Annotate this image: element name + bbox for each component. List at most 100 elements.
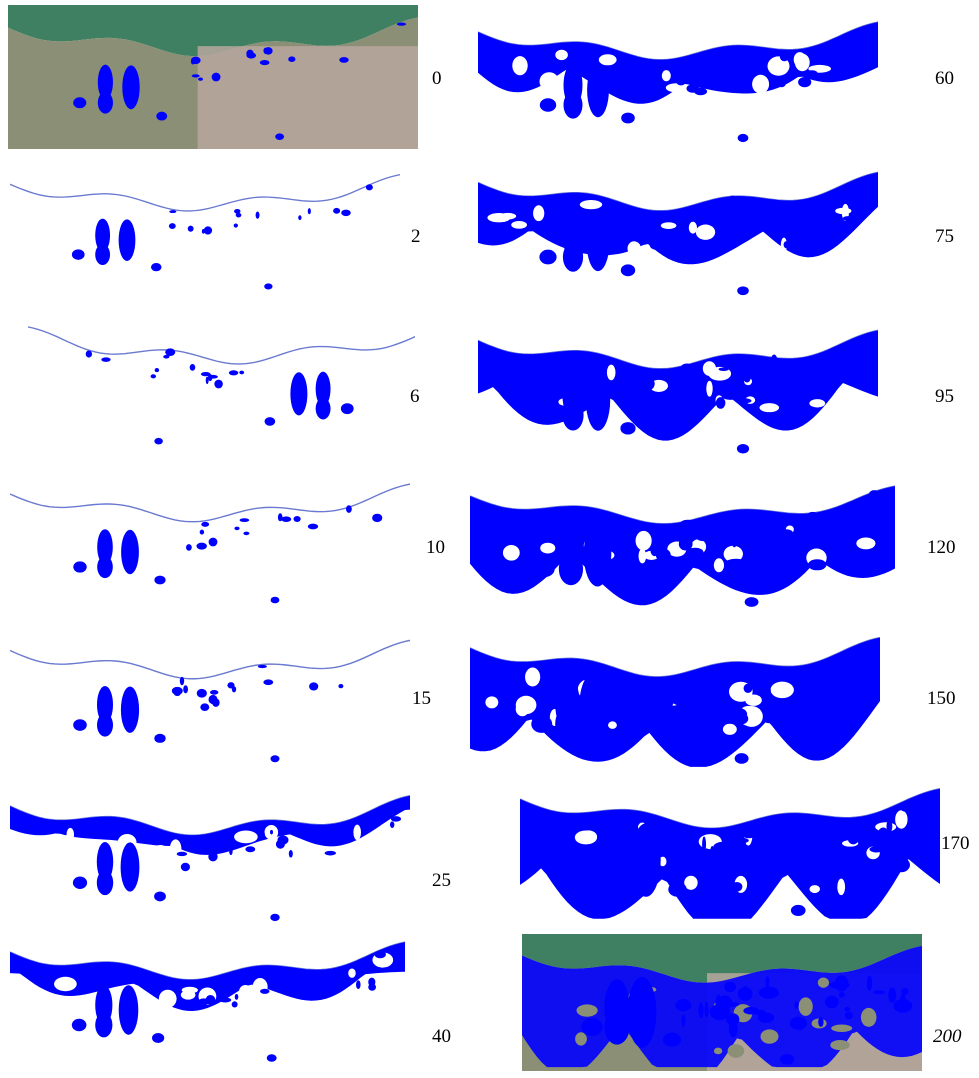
flood-pond <box>120 842 140 892</box>
flood-blob <box>735 69 749 77</box>
flood-blob <box>816 377 825 386</box>
flood-blob <box>649 239 663 250</box>
flood-pond <box>97 713 113 737</box>
flood-blob <box>782 384 789 392</box>
dry-patch <box>348 968 356 978</box>
flood-pond <box>154 437 163 445</box>
flood-pond <box>122 65 140 110</box>
dry-patch <box>598 54 617 66</box>
flood-blob <box>281 516 292 522</box>
flood-pond <box>668 882 687 897</box>
flood-blob <box>854 700 862 707</box>
flood-pond <box>538 407 558 423</box>
flood-blob <box>777 80 786 88</box>
flood-blob <box>698 1002 704 1019</box>
dry-patch <box>688 221 697 234</box>
dry-patch <box>809 399 826 408</box>
flood-blob <box>892 857 910 873</box>
flood-pond <box>737 133 749 143</box>
flood-pond <box>620 575 638 589</box>
flood-blob <box>844 1011 853 1020</box>
flood-blob <box>732 530 745 535</box>
flood-blob <box>763 860 776 871</box>
flood-blob <box>738 822 760 839</box>
flood-blob <box>368 983 376 991</box>
dry-patch <box>722 723 737 735</box>
flood-blob <box>270 829 273 835</box>
dry-patch <box>661 70 671 82</box>
flood-pond <box>558 552 584 586</box>
flood-pond <box>97 91 113 114</box>
flood-blob <box>337 828 347 835</box>
flood-blob <box>661 530 678 537</box>
map-canvas <box>10 174 400 290</box>
flood-blob <box>208 374 213 382</box>
flood-blob <box>810 717 820 724</box>
flood-pond <box>270 913 280 922</box>
flood-blob <box>857 335 872 345</box>
flood-blob <box>757 370 766 377</box>
flood-blob <box>198 998 210 1006</box>
flood-blob <box>778 829 784 845</box>
flood-map-120 <box>470 474 895 614</box>
flood-pond <box>154 575 166 585</box>
flood-blob <box>199 529 205 535</box>
flood-blob <box>374 950 386 959</box>
flood-blob <box>866 975 873 991</box>
flood-pond <box>790 904 806 916</box>
flood-blob <box>671 245 686 250</box>
flood-pond <box>275 133 285 140</box>
flood-blob <box>722 1001 740 1007</box>
flood-blob <box>750 381 759 389</box>
sea-area <box>522 934 922 983</box>
flood-pond <box>73 97 87 109</box>
flood-blob <box>224 972 235 979</box>
flood-blob <box>689 726 694 733</box>
flood-blob <box>198 77 203 81</box>
flood-map-75 <box>478 160 878 303</box>
flood-blob <box>696 535 711 542</box>
flood-pond <box>97 529 113 565</box>
flood-pond <box>671 690 686 706</box>
flood-blob <box>686 60 696 72</box>
flood-blob <box>743 373 751 383</box>
flood-blob <box>309 682 319 691</box>
dry-patch <box>158 989 177 1008</box>
flood-pond <box>678 537 693 551</box>
flood-blob <box>767 550 785 564</box>
flood-blob <box>223 830 230 840</box>
flood-blob <box>683 246 696 250</box>
flood-blob <box>169 210 177 214</box>
flood-blob <box>869 846 884 853</box>
flood-blob <box>757 365 762 369</box>
flood-blob <box>654 410 659 422</box>
flood-blob <box>768 516 774 524</box>
flood-blob <box>290 979 300 988</box>
coastline <box>10 174 400 212</box>
flood-blob <box>901 988 909 996</box>
flood-blob <box>341 209 351 217</box>
flood-blob <box>655 548 671 562</box>
flood-blob <box>679 519 697 531</box>
flood-blob <box>763 52 768 56</box>
flood-blob <box>715 700 726 717</box>
flood-blob <box>234 526 240 531</box>
flood-blob <box>790 233 795 241</box>
flood-map-150 <box>470 625 880 771</box>
flood-blob <box>757 1012 775 1023</box>
flood-pond <box>203 226 213 235</box>
flood-blob <box>836 663 847 672</box>
dry-patch <box>713 1047 723 1055</box>
flood-blob <box>390 816 402 822</box>
flood-blob <box>246 52 257 59</box>
coastline <box>478 329 878 370</box>
flood-pond <box>214 379 223 389</box>
flood-blob <box>171 686 183 696</box>
flood-blob <box>200 834 208 843</box>
dry-patch <box>606 364 616 381</box>
flood-blob <box>233 223 238 228</box>
label-15: 15 <box>412 688 431 709</box>
flood-blob <box>819 537 825 550</box>
flood-pond <box>97 64 113 100</box>
flood-blob <box>210 690 219 695</box>
